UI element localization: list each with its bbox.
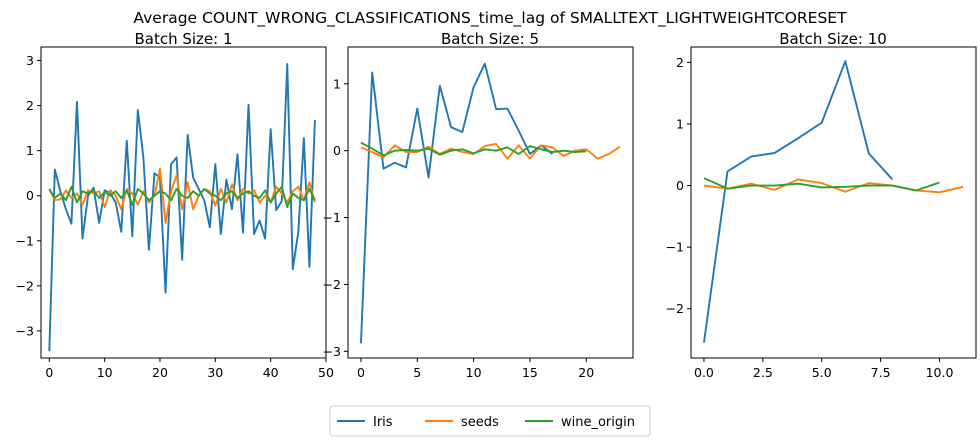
x-tick-label: 10 — [97, 365, 113, 380]
series-line-wine-origin — [48, 185, 316, 208]
x-tick-label: 20 — [578, 365, 594, 380]
y-tick-label: 1 — [333, 76, 341, 91]
series-line-wine-origin — [703, 177, 940, 192]
y-tick-label: 3 — [26, 53, 34, 68]
x-tick-label: 10 — [466, 365, 482, 380]
x-tick-label: 20 — [152, 365, 168, 380]
y-tick-label: −1 — [323, 210, 341, 225]
x-tick-label: 5 — [413, 365, 421, 380]
legend-label-wine-origin: wine_origin — [561, 415, 635, 430]
x-tick-label: 0.0 — [694, 365, 714, 380]
x-tick-label: 7.5 — [871, 365, 891, 380]
axes-frame — [40, 46, 327, 359]
series-line-wine-origin — [360, 141, 587, 157]
series-line-iris — [703, 60, 894, 343]
x-tick-label: 0 — [357, 365, 365, 380]
y-tick-label: 0 — [676, 178, 684, 193]
x-tick-label: 2.5 — [753, 365, 773, 380]
y-tick-label: −2 — [666, 301, 684, 316]
axes-frame — [347, 46, 634, 359]
x-tick-label: 15 — [522, 365, 538, 380]
legend-frame — [329, 405, 651, 437]
subplot-batch-size-10: Batch Size: 10 0.0 2.5 5.0 7.5 10.0 −2 −1 0 1 2 — [666, 30, 977, 380]
y-tick-label: −1 — [666, 240, 684, 255]
y-tick-label: −3 — [323, 344, 341, 359]
x-tick-label: 10.0 — [926, 365, 954, 380]
x-tick-label: 5.0 — [812, 365, 832, 380]
subplot-batch-size-5: Batch Size: 5 0 5 10 15 20 −3 −2 −1 0 1 — [323, 30, 634, 380]
series-line-iris — [360, 62, 554, 344]
y-tick-label: −1 — [16, 233, 34, 248]
subplot-title: Batch Size: 5 — [441, 30, 539, 48]
subplot-title: Batch Size: 1 — [134, 30, 232, 48]
y-tick-label: 0 — [26, 188, 34, 203]
y-tick-label: 0 — [333, 143, 341, 158]
legend-label-iris: Iris — [373, 415, 393, 430]
y-tick-label: 2 — [676, 55, 684, 70]
series-line-iris — [48, 63, 316, 352]
y-tick-label: 2 — [26, 98, 34, 113]
legend-label-seeds: seeds — [461, 415, 499, 430]
subplot-title: Batch Size: 10 — [779, 30, 887, 48]
x-tick-label: 50 — [318, 365, 334, 380]
x-tick-label: 0 — [45, 365, 53, 380]
figure-suptitle: Average COUNT_WRONG_CLASSIFICATIONS_time… — [133, 9, 847, 28]
y-tick-label: −3 — [16, 323, 34, 338]
y-tick-label: −2 — [323, 277, 341, 292]
y-tick-label: 1 — [26, 143, 34, 158]
y-tick-label: 1 — [676, 116, 684, 131]
x-tick-label: 40 — [263, 365, 279, 380]
axes-frame — [690, 46, 977, 359]
x-tick-label: 30 — [207, 365, 223, 380]
subplot-batch-size-1: Batch Size: 1 0 10 20 30 40 50 −3 −2 −1 0 1 2 3 — [16, 30, 334, 380]
legend: Iris seeds wine_origin — [329, 405, 651, 437]
y-tick-label: −2 — [16, 278, 34, 293]
